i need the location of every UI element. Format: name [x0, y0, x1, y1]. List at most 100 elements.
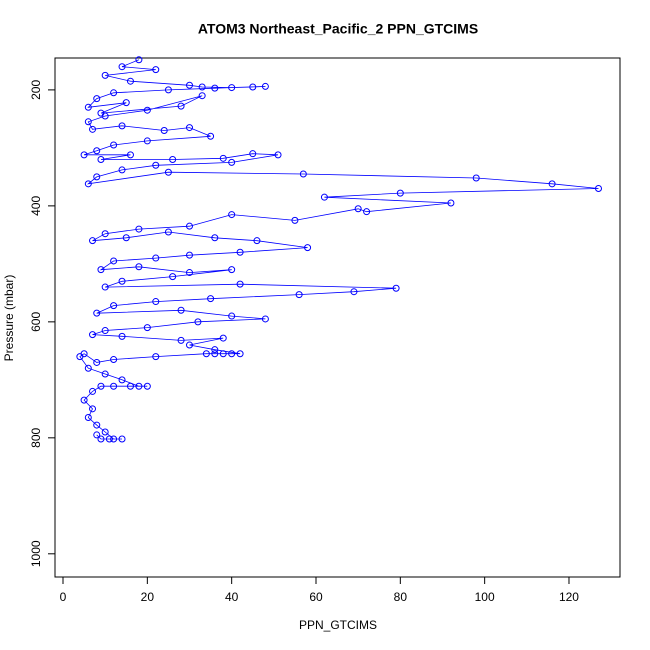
data-point — [472, 174, 480, 182]
data-point — [236, 280, 244, 288]
data-point — [97, 382, 105, 390]
data-point — [228, 266, 236, 274]
data-point — [118, 63, 126, 71]
data-point — [93, 358, 101, 366]
data-point — [236, 350, 244, 358]
y-tick-label: 600 — [29, 312, 43, 332]
y-tick-label: 1000 — [29, 540, 43, 567]
data-point — [211, 234, 219, 242]
data-point — [118, 376, 126, 384]
data-point — [118, 122, 126, 130]
data-point — [152, 353, 160, 361]
data-point — [228, 312, 236, 320]
data-point — [295, 291, 303, 299]
data-point — [135, 56, 143, 64]
data-point — [274, 151, 282, 159]
data-point — [105, 435, 113, 443]
data-point — [84, 103, 92, 111]
data-point — [392, 284, 400, 292]
data-point — [169, 155, 177, 163]
data-point — [249, 83, 257, 91]
y-tick-label: 800 — [29, 427, 43, 447]
data-point — [249, 150, 257, 158]
data-point — [135, 382, 143, 390]
data-point — [126, 77, 134, 85]
data-point — [126, 382, 134, 390]
data-point — [304, 244, 312, 252]
data-point — [143, 106, 151, 114]
data-point — [164, 168, 172, 176]
data-point — [169, 273, 177, 281]
data-point — [110, 382, 118, 390]
data-point — [89, 387, 97, 395]
data-point — [219, 154, 227, 162]
data-point — [186, 222, 194, 230]
data-point — [160, 126, 168, 134]
data-point — [228, 350, 236, 358]
plot-frame — [54, 57, 621, 578]
data-point — [101, 112, 109, 120]
data-point — [122, 234, 130, 242]
data-point — [84, 364, 92, 372]
data-point — [164, 228, 172, 236]
data-point — [93, 431, 101, 439]
data-point — [101, 370, 109, 378]
data-point — [110, 257, 118, 265]
data-point — [152, 254, 160, 262]
data-point — [177, 306, 185, 314]
data-point — [84, 180, 92, 188]
data-point — [207, 295, 215, 303]
data-point — [299, 170, 307, 178]
data-point — [97, 266, 105, 274]
x-tick-label: 0 — [60, 590, 67, 604]
data-point — [219, 350, 227, 358]
data-point — [89, 237, 97, 245]
data-point — [101, 230, 109, 238]
y-axis-label: Pressure (mbar) — [2, 275, 16, 362]
data-line — [79, 59, 599, 440]
data-point — [219, 334, 227, 342]
data-point — [211, 350, 219, 358]
data-point — [97, 155, 105, 163]
data-point — [93, 173, 101, 181]
data-point — [211, 84, 219, 92]
data-point — [164, 86, 172, 94]
data-point — [447, 199, 455, 207]
data-point — [350, 288, 358, 296]
data-point — [152, 298, 160, 306]
y-tick-label: 200 — [29, 80, 43, 100]
data-point — [110, 302, 118, 310]
data-point — [236, 248, 244, 256]
data-point — [143, 137, 151, 145]
data-point — [186, 81, 194, 89]
data-point — [122, 99, 130, 107]
data-point — [261, 82, 269, 90]
x-tick-label: 40 — [225, 590, 239, 604]
data-point — [101, 71, 109, 79]
data-point — [152, 66, 160, 74]
data-point — [135, 263, 143, 271]
data-point — [80, 396, 88, 404]
x-axis-label: PPN_GTCIMS — [299, 618, 377, 632]
y-tick-label: 400 — [29, 196, 43, 216]
data-point — [198, 83, 206, 91]
data-point — [177, 102, 185, 110]
data-point — [228, 84, 236, 92]
data-point — [228, 211, 236, 219]
data-point — [110, 141, 118, 149]
data-point — [80, 151, 88, 159]
data-point — [97, 435, 105, 443]
data-point — [261, 315, 269, 323]
data-point — [93, 309, 101, 317]
data-point — [84, 118, 92, 126]
data-point — [110, 356, 118, 364]
data-point — [89, 405, 97, 413]
data-point — [228, 158, 236, 166]
data-point — [89, 331, 97, 339]
data-point — [320, 193, 328, 201]
data-point — [101, 327, 109, 335]
data-point — [194, 318, 202, 326]
data-point — [93, 421, 101, 429]
x-tick-label: 60 — [309, 590, 323, 604]
data-point — [89, 125, 97, 133]
